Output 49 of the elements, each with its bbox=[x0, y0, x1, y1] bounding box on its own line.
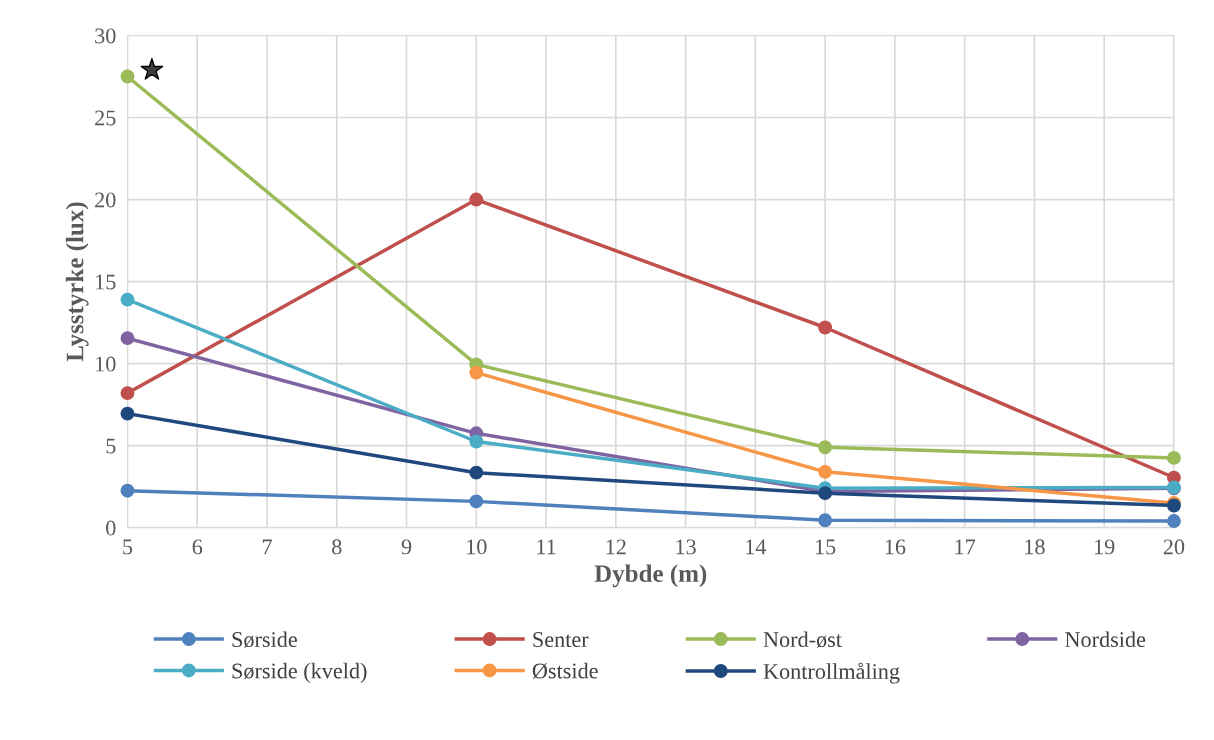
x-tick-label: 9 bbox=[401, 539, 412, 555]
point bbox=[120, 331, 135, 346]
legend-label: Sørside (kveld) bbox=[232, 662, 367, 683]
y-tick-label: 10 bbox=[96, 356, 116, 372]
x-tick-label: 16 bbox=[885, 539, 906, 555]
x-tick-label: 20 bbox=[1163, 539, 1185, 555]
x-tick-label: 15 bbox=[815, 539, 836, 555]
point bbox=[120, 292, 135, 307]
x-tick-label: 6 bbox=[192, 539, 203, 555]
point bbox=[120, 406, 135, 421]
legend-label: Sørside bbox=[232, 631, 297, 648]
y-tick-label: 15 bbox=[96, 274, 116, 290]
point bbox=[1166, 450, 1181, 465]
legend-label: Østside bbox=[532, 662, 598, 679]
y-tick-label: 30 bbox=[95, 28, 116, 44]
point bbox=[818, 440, 833, 455]
x-tick-label: 13 bbox=[676, 539, 696, 555]
x-tick-label: 14 bbox=[746, 539, 767, 555]
point bbox=[818, 320, 833, 335]
point bbox=[120, 483, 135, 498]
point bbox=[469, 192, 484, 207]
x-tick-label: 17 bbox=[955, 539, 976, 555]
x-tick-label: 12 bbox=[606, 539, 626, 555]
y-axis-title: Lysstyrke (lux) bbox=[65, 202, 89, 362]
y-tick-label: 5 bbox=[106, 438, 116, 454]
point bbox=[120, 69, 135, 84]
point bbox=[120, 386, 135, 401]
point bbox=[469, 434, 484, 449]
point bbox=[469, 494, 484, 509]
y-tick-label: 20 bbox=[95, 192, 116, 208]
legend-label: Kontrollmåling bbox=[763, 662, 900, 684]
legend-label: Nord-øst bbox=[763, 631, 842, 648]
x-tick-label: 18 bbox=[1025, 539, 1045, 555]
legend-label: Nordside bbox=[1065, 631, 1146, 648]
point bbox=[469, 365, 484, 380]
x-tick-label: 8 bbox=[332, 539, 342, 555]
point bbox=[818, 464, 833, 479]
x-tick-label: 7 bbox=[262, 539, 272, 555]
x-tick-label: 5 bbox=[123, 539, 133, 555]
x-axis-title: Dybde (m) bbox=[594, 564, 707, 588]
point bbox=[1166, 514, 1181, 529]
y-tick-label: 0 bbox=[106, 520, 116, 536]
point bbox=[818, 513, 833, 528]
y-tick-label: 25 bbox=[95, 110, 116, 126]
x-tick-label: 10 bbox=[467, 539, 487, 555]
legend-label: Senter bbox=[533, 632, 589, 648]
x-tick-label: 19 bbox=[1095, 539, 1115, 555]
x-tick-label: 11 bbox=[537, 539, 556, 555]
point bbox=[469, 465, 484, 480]
